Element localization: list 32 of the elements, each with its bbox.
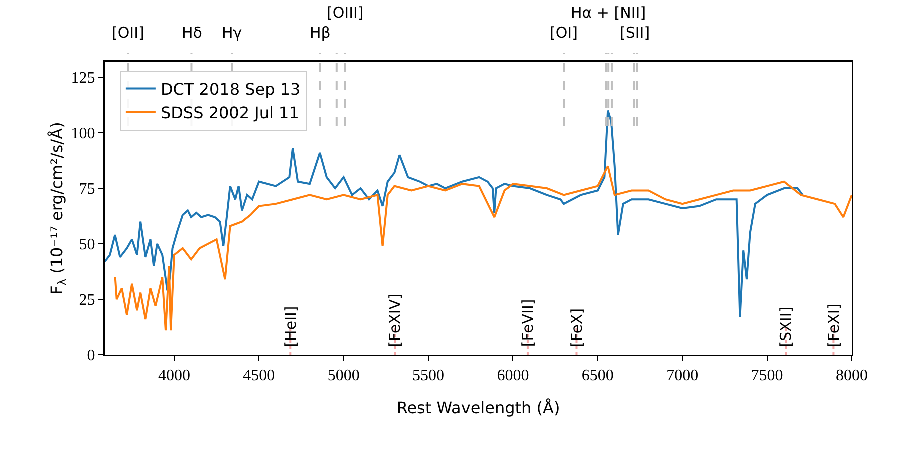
y-tick-label: 125 (71, 70, 96, 88)
ref-line-label: Hα + [NII] (571, 4, 646, 22)
x-axis-title: Rest Wavelength (Å) (396, 398, 560, 418)
ref-line-label: [OIII] (327, 4, 364, 22)
ref-line-label: [FeX] (568, 308, 586, 348)
ref-line-label: [FeVII] (518, 299, 537, 348)
legend-label: DCT 2018 Sep 13 (160, 80, 301, 99)
legend-label: SDSS 2002 Jul 11 (160, 104, 300, 123)
x-tick-label: 7500 (751, 368, 784, 385)
ref-line-label: [OI] (550, 24, 578, 42)
y-tick-label: 75 (79, 181, 96, 198)
ref-line-label: Hδ (182, 24, 202, 42)
ref-line-label: [FeXI] (825, 304, 844, 348)
x-tick-label: 5500 (412, 368, 445, 385)
y-tick-label: 0 (87, 348, 96, 365)
ref-line-label: Hβ (310, 24, 331, 42)
y-tick-label: 50 (79, 236, 96, 254)
ref-line-label: [SXII] (776, 306, 795, 348)
y-tick-label: 100 (71, 126, 96, 143)
x-tick-label: 8000 (836, 368, 868, 385)
ref-line-label: [OII] (112, 24, 144, 42)
x-tick-label: 4000 (158, 368, 190, 385)
ref-line-label: [SII] (620, 24, 650, 42)
ref-line-label: [HeII] (282, 306, 300, 348)
y-tick-label: 25 (79, 292, 96, 310)
x-tick-label: 6000 (497, 368, 530, 385)
x-tick-label: 5000 (328, 368, 360, 385)
ref-line-label: Hγ (222, 24, 242, 42)
x-tick-label: 7000 (666, 368, 699, 385)
x-tick-label: 4500 (243, 368, 276, 385)
x-tick-label: 6500 (582, 368, 614, 385)
ref-line-label: [FeXIV] (386, 294, 404, 348)
